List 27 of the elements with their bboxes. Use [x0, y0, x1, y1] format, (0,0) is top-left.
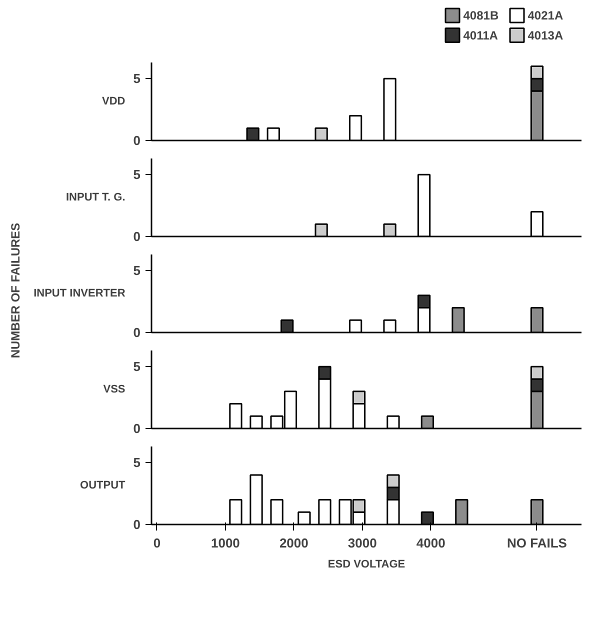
y-tick-label: 5: [133, 71, 141, 86]
y-axis-title: VSS: [103, 384, 126, 396]
x-tick-label: 4000: [416, 536, 446, 550]
legend-label: 4013A: [528, 28, 564, 42]
y-tick-label: 5: [133, 359, 141, 374]
x-axis-title: ESD VOLTAGE: [328, 558, 406, 570]
y-tick-label: 0: [133, 229, 141, 244]
legend-label: 4081B: [463, 8, 499, 22]
text: NUMBER OF FAILURES: [8, 222, 22, 358]
legend-label: 4021A: [528, 8, 564, 22]
y-axis-title: INPUT INVERTER: [34, 288, 126, 300]
x-tick-label: 1000: [210, 536, 240, 550]
y-axis-title: OUTPUT: [80, 480, 126, 492]
y-tick-label: 5: [133, 263, 141, 278]
y-tick-label: 5: [133, 167, 141, 182]
y-axis-title: VDD: [102, 96, 126, 108]
y-axis-title: INPUT T. G.: [66, 192, 126, 204]
y-tick-label: 0: [133, 421, 141, 436]
y-tick-label: 0: [133, 517, 141, 532]
x-tick-label: 2000: [279, 536, 308, 550]
y-tick-label: 0: [133, 133, 141, 148]
x-tick-label: 3000: [348, 536, 377, 550]
y-tick-label: 5: [133, 455, 141, 470]
x-tick-label: NO FAILS: [507, 536, 568, 550]
x-tick-label: 0: [153, 536, 161, 550]
legend-label: 4011A: [463, 28, 498, 42]
y-tick-label: 0: [133, 325, 141, 340]
